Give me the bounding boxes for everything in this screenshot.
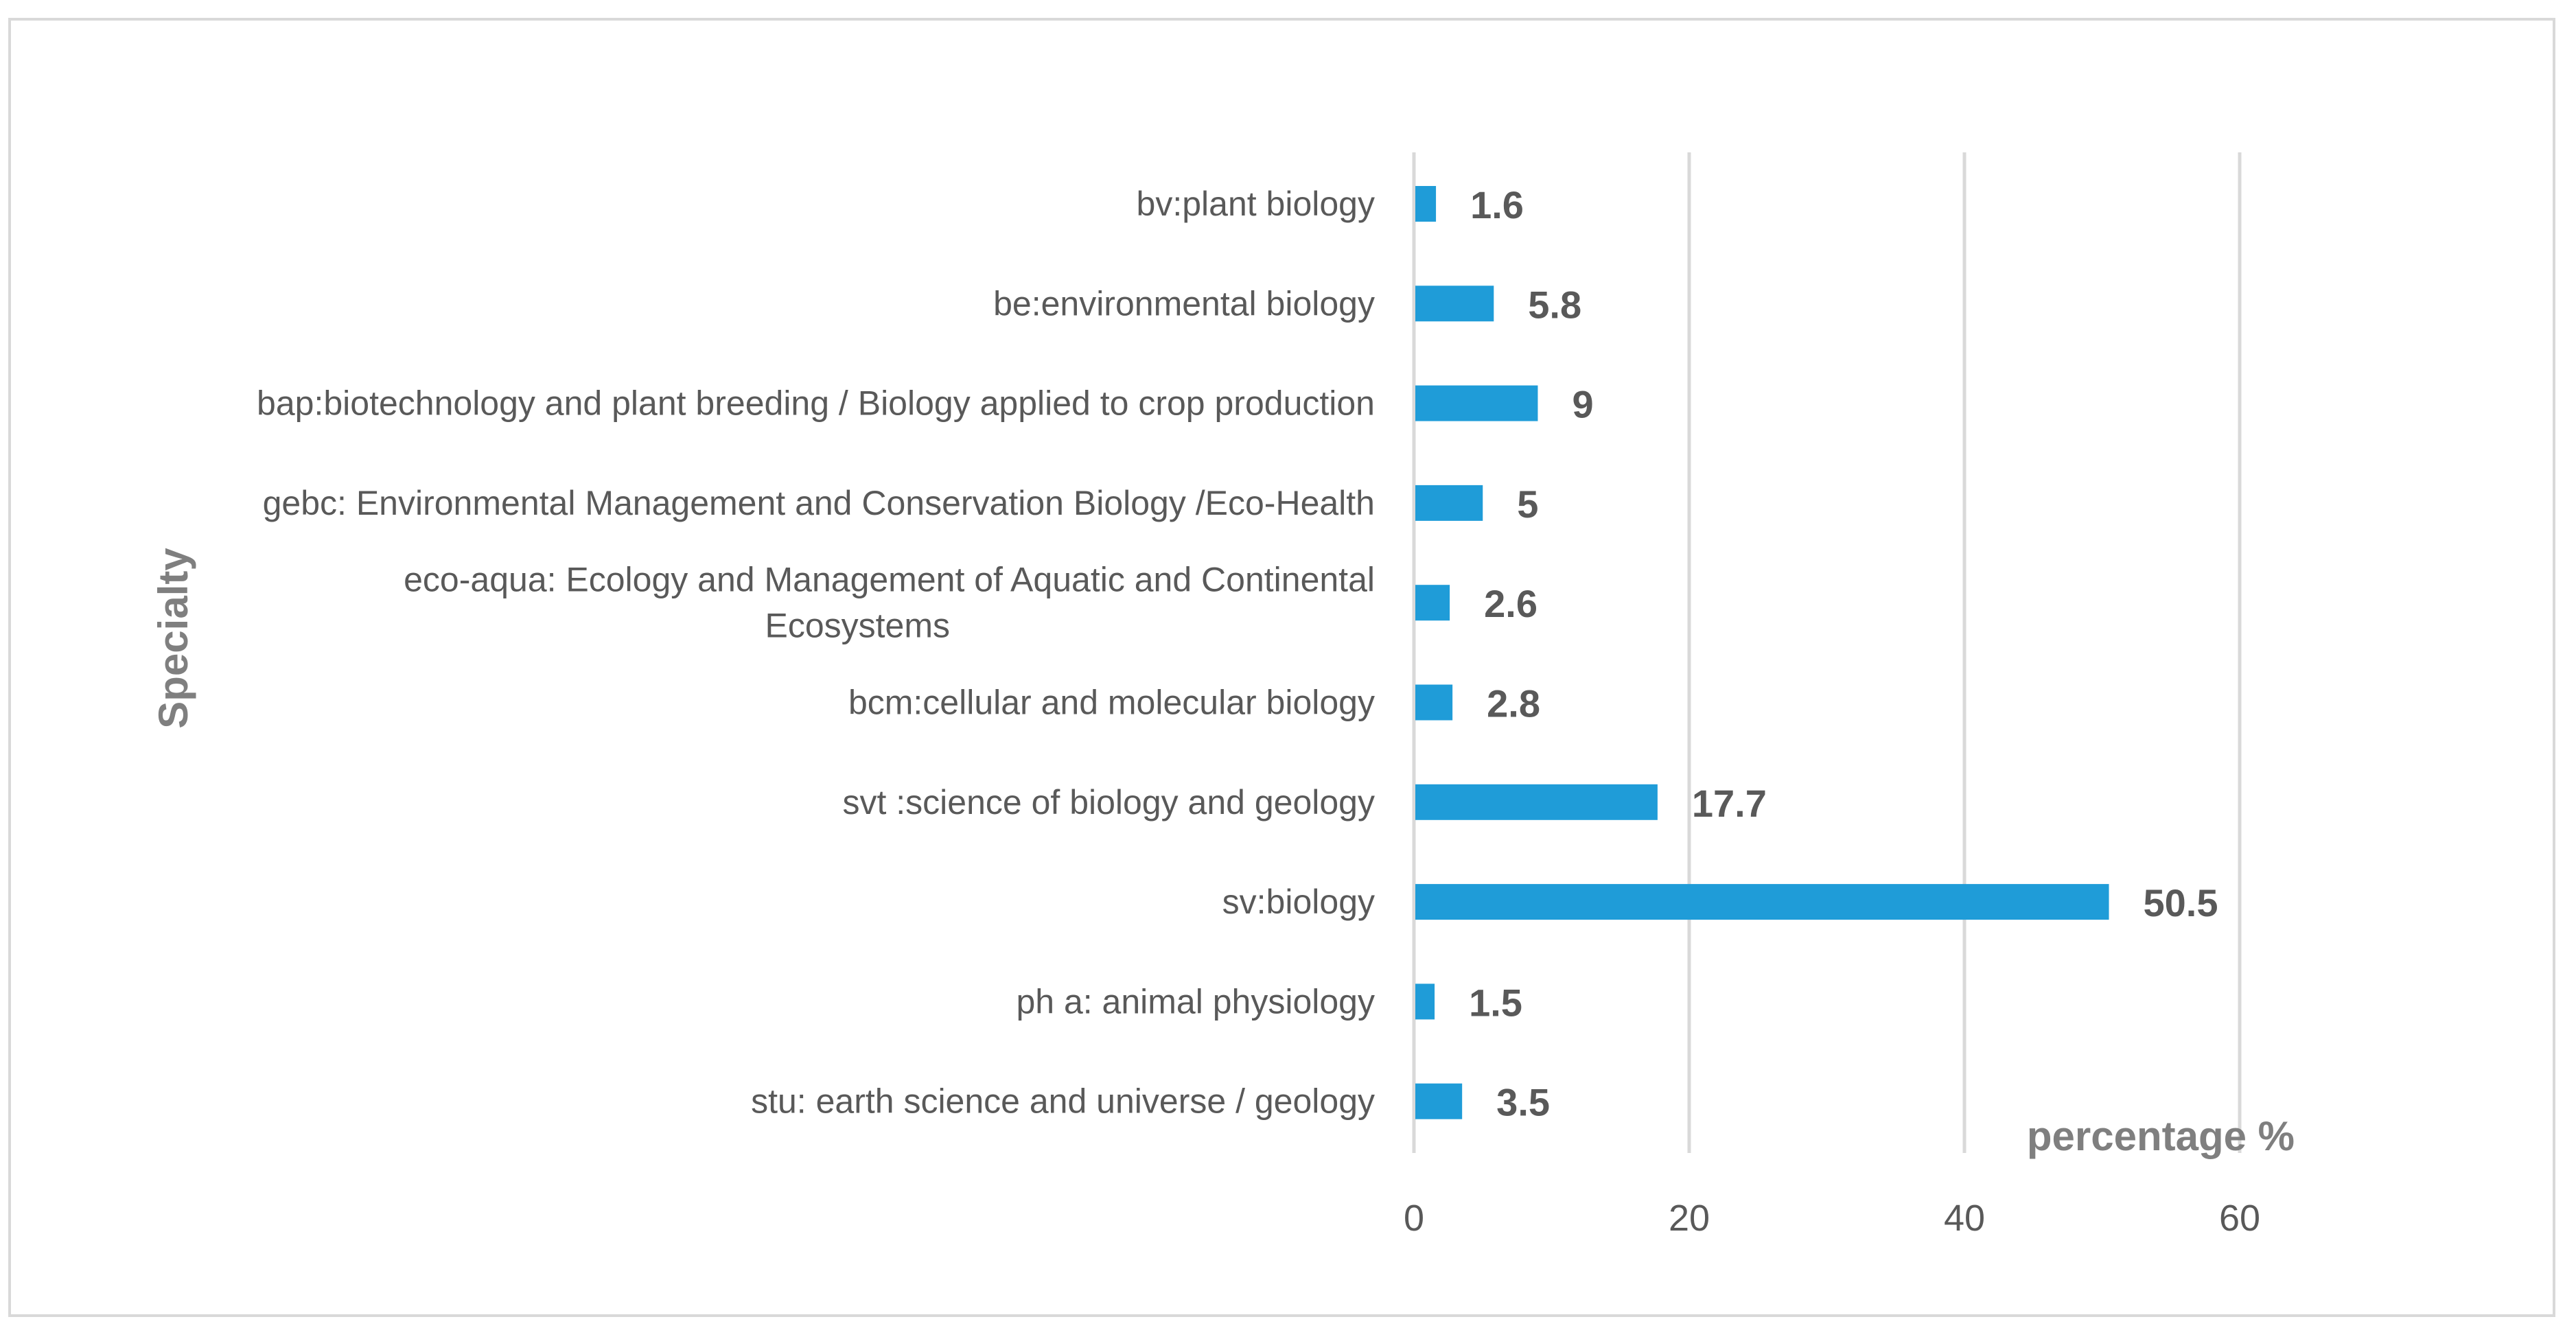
category-label: bap:biotechnology and plant breeding / B… [257, 384, 1375, 423]
x-tick-label: 60 [2219, 1198, 2260, 1239]
bar [1415, 884, 2109, 920]
data-label: 1.5 [1469, 981, 1522, 1024]
category-label: stu: earth science and universe / geolog… [751, 1082, 1375, 1121]
bar [1415, 784, 1658, 820]
chart-frame [8, 18, 2555, 1317]
category-label: eco-aqua: Ecology and Management of Aqua… [404, 561, 1375, 599]
data-label: 5 [1517, 482, 1538, 526]
x-axis-title: percentage % [2027, 1113, 2295, 1159]
data-label: 2.8 [1487, 682, 1540, 725]
data-label: 50.5 [2144, 881, 2218, 924]
bar [1415, 186, 1437, 222]
data-label: 17.7 [1692, 782, 1767, 825]
x-tick-label: 20 [1669, 1198, 1710, 1239]
category-label: bcm:cellular and molecular biology [848, 684, 1375, 722]
category-label: svt :science of biology and geology [843, 783, 1376, 822]
bar [1415, 1083, 1463, 1119]
y-axis-title: Specialty [150, 548, 196, 729]
x-tick-label: 40 [1944, 1198, 1985, 1239]
bar [1415, 983, 1435, 1020]
data-label: 1.6 [1470, 183, 1524, 226]
category-label: Ecosystems [765, 607, 950, 645]
data-label: 2.6 [1484, 582, 1538, 625]
category-label: be:environmental biology [993, 284, 1375, 323]
data-label: 9 [1572, 383, 1593, 426]
bar [1415, 485, 1483, 521]
category-label: ph a: animal physiology [1016, 982, 1375, 1021]
category-label: bv:plant biology [1137, 185, 1375, 223]
x-tick-label: 0 [1404, 1198, 1424, 1239]
bar [1415, 585, 1450, 621]
bar [1415, 684, 1453, 721]
category-label: gebc: Environmental Management and Conse… [263, 484, 1375, 522]
data-label: 5.8 [1528, 283, 1581, 326]
bar [1415, 385, 1538, 421]
category-label: sv:biology [1222, 883, 1375, 921]
bar [1415, 286, 1494, 322]
data-label: 3.5 [1496, 1081, 1550, 1124]
